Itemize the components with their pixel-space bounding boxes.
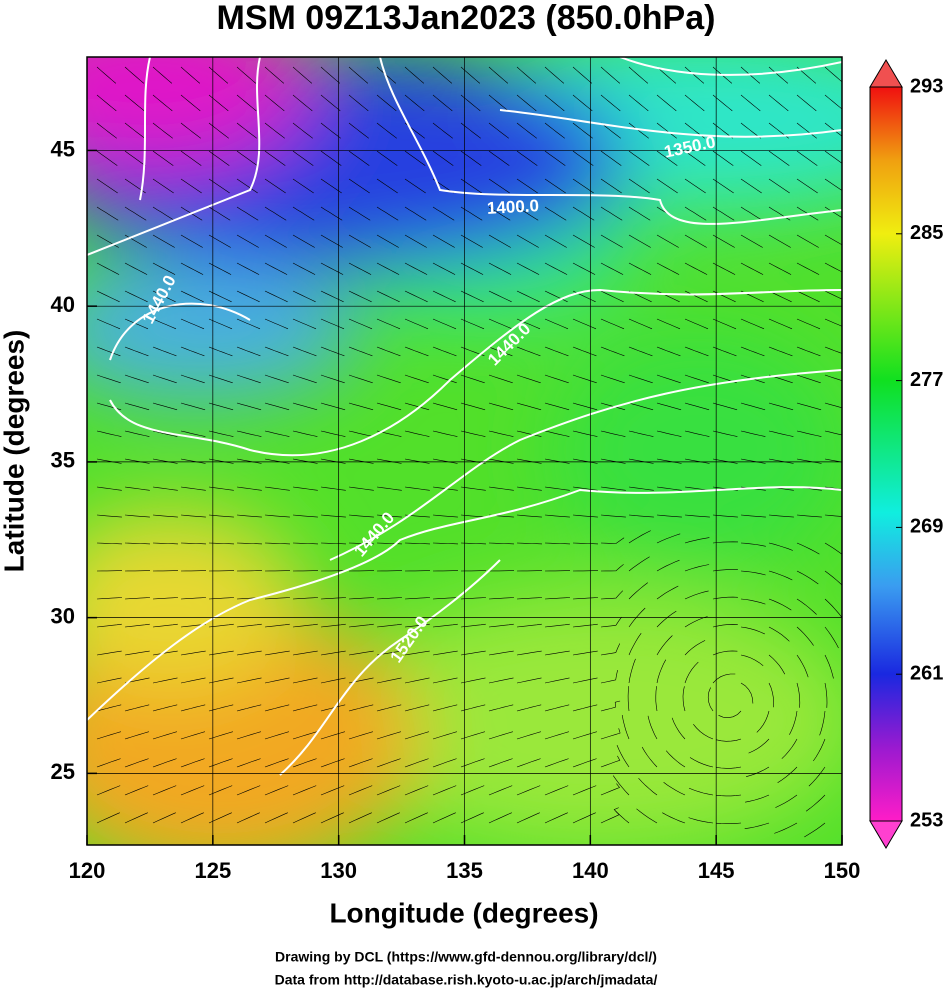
colorbar-tick-label: 253 <box>910 809 943 831</box>
colorbar-max-arrow <box>870 60 902 87</box>
colorbar-tick-label: 285 <box>910 222 943 244</box>
y-tick-label: 30 <box>51 603 75 628</box>
colorbar-tick-label: 293 <box>910 75 943 97</box>
y-tick-label: 25 <box>51 759 75 784</box>
contour-label: 1400.0 <box>486 196 539 218</box>
y-tick-label: 35 <box>51 448 75 473</box>
colorbar-min-arrow <box>870 821 902 848</box>
credit: Data from http://database.rish.kyoto-u.a… <box>275 972 658 988</box>
x-tick-label: 125 <box>194 858 231 883</box>
credit: Drawing by DCL (https://www.gfd-dennou.o… <box>275 949 657 965</box>
colorbar <box>870 87 902 821</box>
y-tick-label: 45 <box>51 136 75 161</box>
x-tick-label: 135 <box>446 858 483 883</box>
x-tick-label: 150 <box>824 858 861 883</box>
x-tick-label: 145 <box>698 858 735 883</box>
x-tick-label: 130 <box>320 858 357 883</box>
y-axis-label: Latitude (degrees) <box>0 330 29 573</box>
colorbar-tick-label: 261 <box>910 662 943 684</box>
title: MSM 09Z13Jan2023 (850.0hPa) <box>217 0 716 37</box>
y-tick-label: 40 <box>51 292 75 317</box>
x-tick-label: 120 <box>69 858 106 883</box>
x-tick-label: 140 <box>572 858 609 883</box>
colorbar-tick-label: 277 <box>910 369 943 391</box>
x-axis-label: Longitude (degrees) <box>329 897 598 928</box>
colorbar-tick-label: 269 <box>910 516 943 538</box>
